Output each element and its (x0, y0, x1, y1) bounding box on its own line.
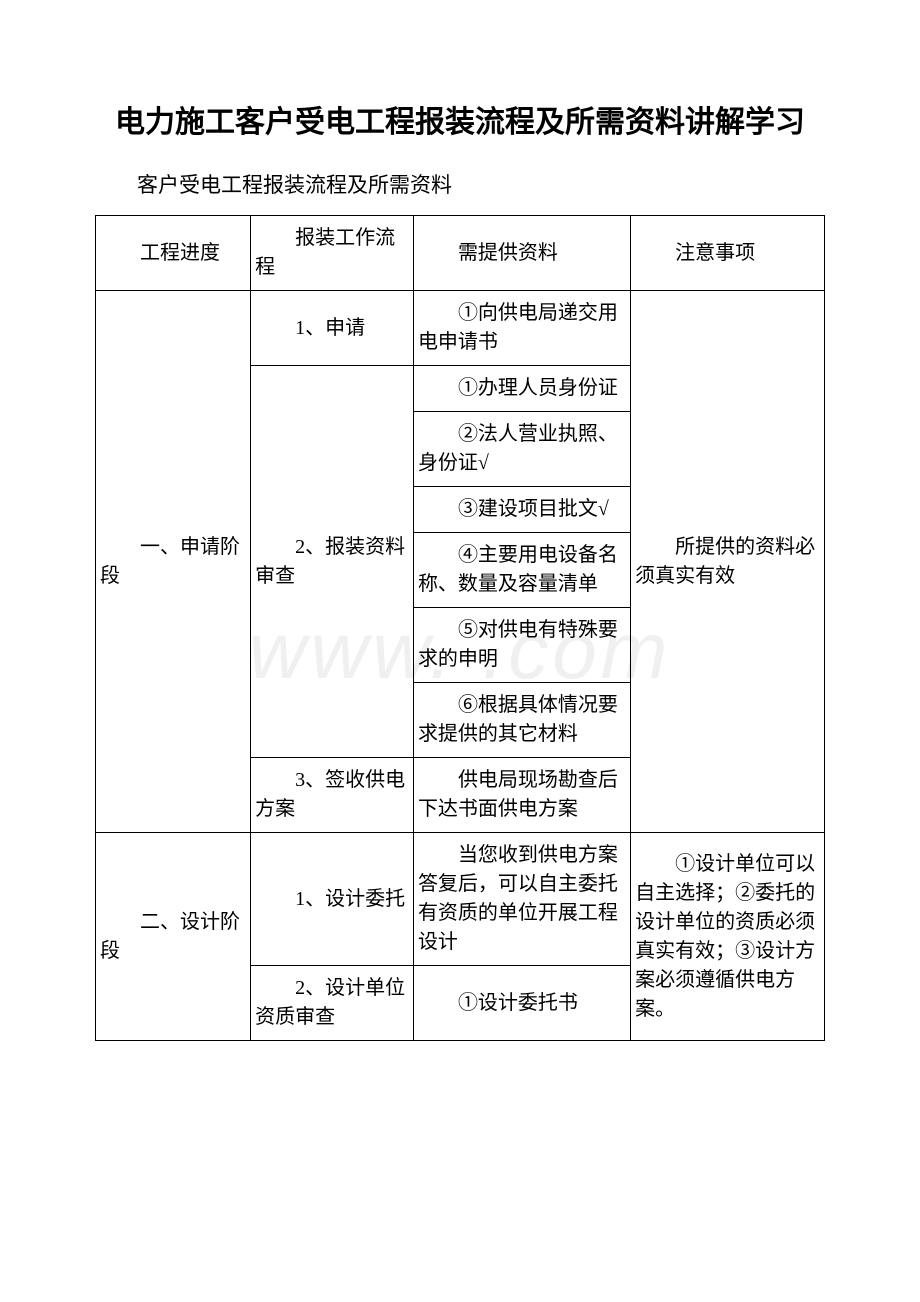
material-cell: ②法人营业执照、身份证√ (413, 412, 630, 487)
material-cell: ①办理人员身份证 (413, 366, 630, 412)
note-cell: ①设计单位可以自主选择；②委托的设计单位的资质必须真实有效；③设计方案必须遵循供… (631, 833, 825, 1041)
process-cell: 1、申请 (251, 291, 414, 366)
process-cell: 3、签收供电方案 (251, 758, 414, 833)
header-col3: 需提供资料 (413, 216, 630, 291)
stage1-cell: 一、申请阶段 (96, 291, 251, 833)
header-col4: 注意事项 (631, 216, 825, 291)
process-cell: 1、设计委托 (251, 833, 414, 966)
process-table: 工程进度 报装工作流程 需提供资料 注意事项 一、申请阶段 1、申请 ①向供电局… (95, 215, 825, 1041)
material-cell: ③建设项目批文√ (413, 487, 630, 533)
header-col2: 报装工作流程 (251, 216, 414, 291)
material-cell: ⑤对供电有特殊要求的申明 (413, 608, 630, 683)
material-cell: 当您收到供电方案答复后，可以自主委托有资质的单位开展工程设计 (413, 833, 630, 966)
material-cell: ①向供电局递交用电申请书 (413, 291, 630, 366)
table-row: 一、申请阶段 1、申请 ①向供电局递交用电申请书 所提供的资料必须真实有效 (96, 291, 825, 366)
page-subtitle: 客户受电工程报装流程及所需资料 (95, 169, 825, 199)
process-cell: 2、设计单位资质审查 (251, 966, 414, 1041)
process-cell: 2、报装资料审查 (251, 366, 414, 758)
page-title: 电力施工客户受电工程报装流程及所需资料讲解学习 (95, 100, 825, 145)
note-cell: 所提供的资料必须真实有效 (631, 291, 825, 833)
stage2-cell: 二、设计阶段 (96, 833, 251, 1041)
material-cell: ①设计委托书 (413, 966, 630, 1041)
material-cell: ④主要用电设备名称、数量及容量清单 (413, 533, 630, 608)
table-header-row: 工程进度 报装工作流程 需提供资料 注意事项 (96, 216, 825, 291)
table-row: 二、设计阶段 1、设计委托 当您收到供电方案答复后，可以自主委托有资质的单位开展… (96, 833, 825, 966)
material-cell: ⑥根据具体情况要求提供的其它材料 (413, 683, 630, 758)
material-cell: 供电局现场勘查后下达书面供电方案 (413, 758, 630, 833)
header-col1: 工程进度 (96, 216, 251, 291)
